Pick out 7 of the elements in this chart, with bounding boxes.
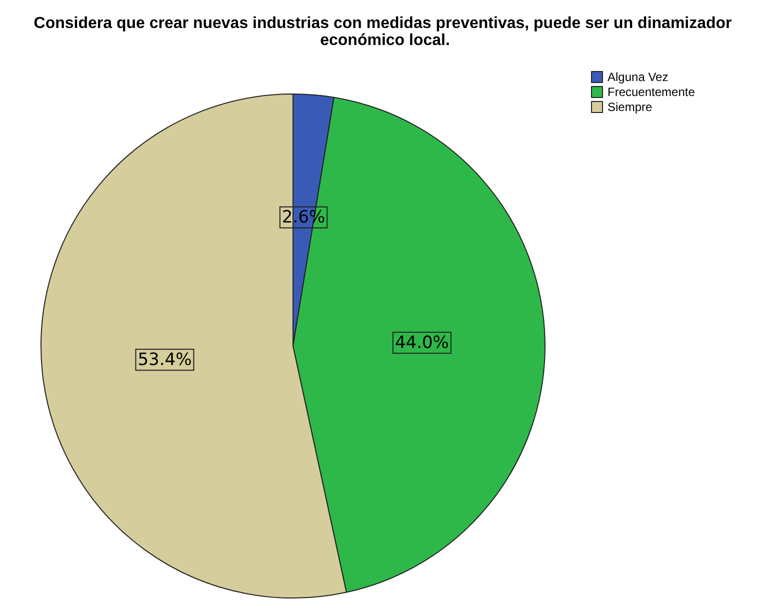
chart-title: Considera que crear nuevas industrias con medidas preventivas, puede ser un dinamizador económico local. — [34, 15, 736, 49]
legend-label: Frecuentemente — [608, 85, 696, 99]
data-label: 2.6% — [282, 207, 326, 228]
legend-label: Alguna Vez — [608, 70, 668, 84]
data-label: 44.0% — [394, 332, 449, 353]
data-label: 53.4% — [138, 350, 192, 370]
legend-label: Siempre — [608, 100, 653, 114]
